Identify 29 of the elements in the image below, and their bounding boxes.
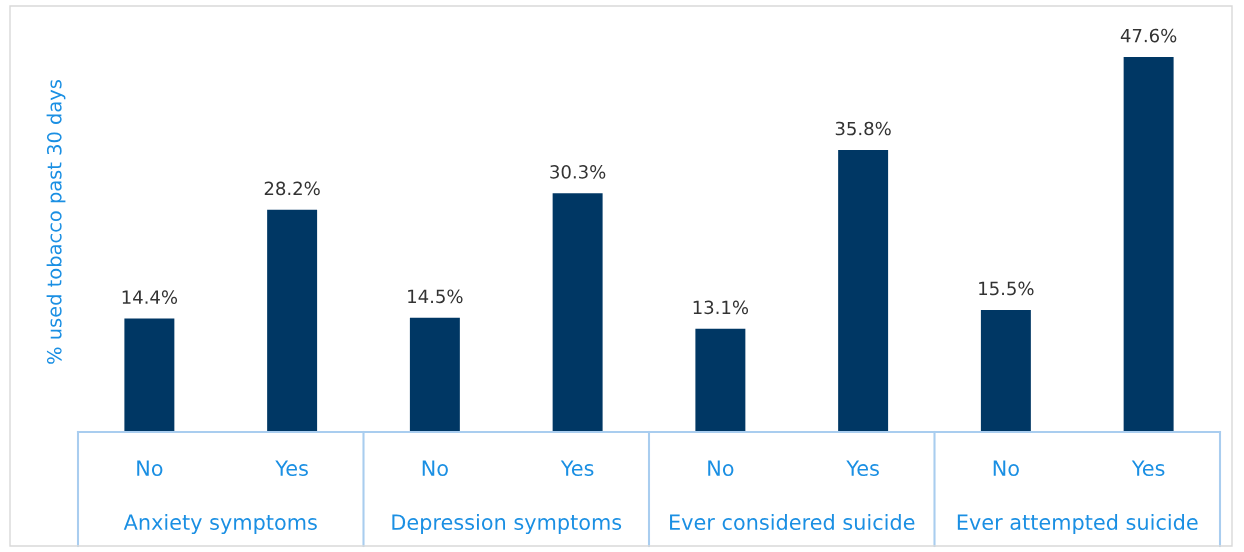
x-tick-label: Yes	[560, 460, 594, 477]
x-tick-label: No	[422, 460, 448, 477]
bar	[552, 193, 603, 432]
data-label: 13.1%	[693, 300, 749, 315]
x-tick-label: Yes	[1131, 460, 1165, 477]
data-label: 14.4%	[122, 290, 178, 304]
bar	[1123, 57, 1174, 432]
data-label: 14.5%	[408, 289, 463, 304]
bar	[695, 328, 746, 432]
data-label: 30.3%	[550, 165, 606, 179]
data-label: 28.2%	[264, 181, 320, 196]
x-tick-label: No	[993, 460, 1019, 477]
bar	[409, 317, 460, 432]
data-label: 35.8%	[835, 121, 891, 136]
x-tick-label: Yes	[275, 460, 308, 477]
text: Depression symptoms	[392, 513, 622, 535]
bar	[267, 209, 318, 432]
text: Anxiety symptoms	[123, 513, 317, 535]
x-tick-label: Yes	[846, 460, 879, 477]
text: Ever attempted suicide	[957, 513, 1198, 535]
data-label: 15.5%	[979, 281, 1034, 296]
bar	[838, 149, 889, 432]
y-axis-title: % used tobacco past 30 days	[46, 80, 66, 364]
data-label: 47.6%	[1120, 28, 1177, 43]
x-tick-label: No	[708, 460, 734, 477]
bar	[980, 309, 1031, 432]
text: Ever considered suicide	[670, 513, 915, 531]
x-tick-label: No	[137, 460, 163, 477]
bar	[124, 318, 175, 432]
